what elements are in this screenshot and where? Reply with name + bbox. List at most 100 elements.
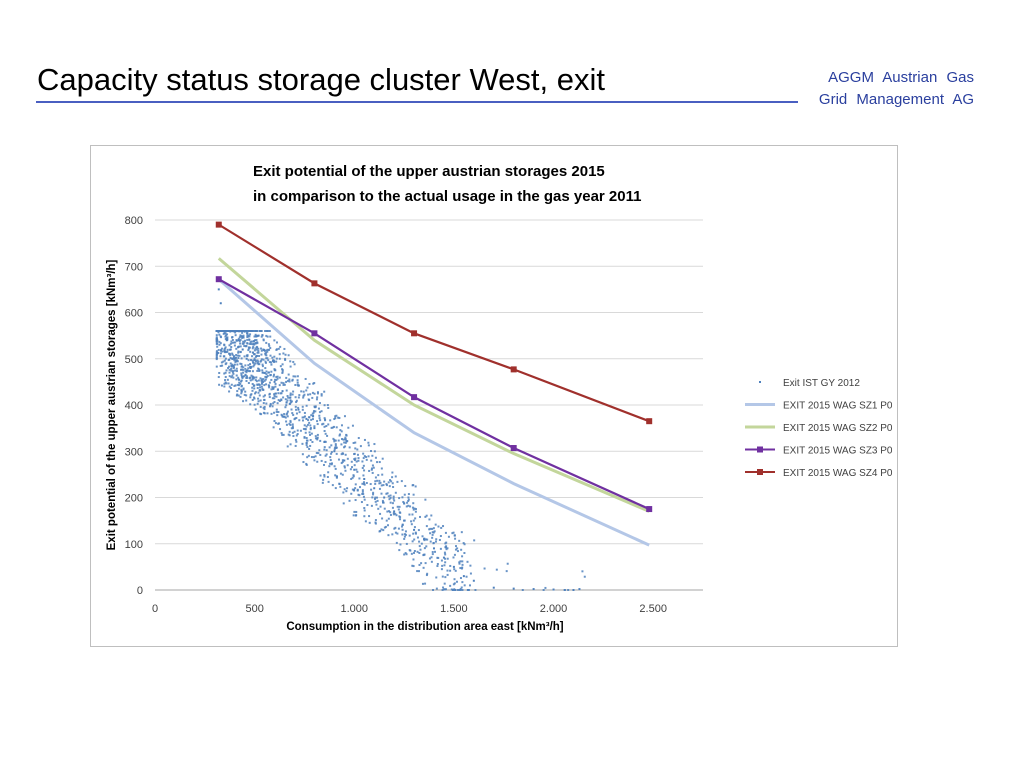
scatter-point [335,476,338,479]
scatter-point [239,342,242,345]
scatter-point [244,390,247,393]
scatter-point [303,415,306,418]
scatter-point [229,362,232,365]
scatter-point [370,467,373,470]
scatter-point [285,401,288,404]
scatter-point [334,444,337,447]
scatter-point [318,414,321,417]
scatter-point [357,459,360,462]
scatter-point [374,480,377,483]
scatter-point [309,433,312,436]
scatter-point [340,438,343,441]
scatter-point [341,460,344,463]
scatter-point [229,348,232,351]
scatter-point [249,403,252,406]
scatter-point [215,350,218,353]
scatter-point [260,330,263,332]
scatter-point [256,351,259,354]
scatter-point [232,356,235,359]
scatter-point [251,359,254,362]
scatter-point [246,355,249,358]
scatter-point [412,532,415,535]
scatter-point [345,440,348,443]
scatter-point [244,364,247,367]
scatter-point [243,330,246,332]
scatter-point [378,487,381,490]
scatter-point [290,427,293,430]
scatter-point [332,425,335,428]
scatter-point [250,374,253,377]
scatter-point [276,414,279,417]
scatter-point [388,498,391,501]
scatter-point [250,340,253,343]
scatter-point [291,431,294,434]
scatter-point [239,338,242,341]
scatter-point [260,358,263,361]
scatter-point [297,408,300,411]
scatter-point [399,511,402,514]
scatter-point [313,459,316,462]
scatter-point [290,400,293,403]
scatter-point [344,438,347,441]
scatter-point [301,419,304,422]
scatter-point [255,345,258,348]
scatter-point [265,376,268,379]
scatter-point [421,535,424,538]
scatter-point [251,347,254,350]
scatter-point [296,433,299,436]
scatter-point [256,402,259,405]
scatter-point [386,524,389,527]
scatter-point [401,496,404,499]
scatter-point [224,335,227,338]
scatter-point [378,479,381,482]
scatter-point [265,334,268,337]
scatter-point [431,536,434,539]
scatter-point [247,367,250,370]
scatter-point [239,395,242,398]
scatter-point [255,348,258,351]
scatter-point [454,537,457,540]
scatter-point [289,443,292,446]
scatter-point [269,373,272,376]
scatter-point [405,542,408,545]
scatter-point [385,484,388,487]
legend-marker [757,446,763,453]
scatter-point [295,399,298,402]
scatter-point [262,348,265,351]
scatter-point [323,417,326,420]
scatter-point [362,452,365,455]
scatter-point [361,460,364,463]
scatter-point [253,353,256,356]
scatter-point [461,589,464,591]
scatter-point [285,380,288,383]
scatter-point [313,382,316,385]
scatter-point [253,384,256,387]
scatter-point [401,528,404,531]
scatter-point [446,569,449,572]
company-name: AGGM Austrian Gas Grid Management AG [784,67,974,111]
scatter-point [306,386,309,389]
scatter-point [225,362,228,365]
scatter-point [444,553,447,556]
scatter-point [275,348,278,351]
scatter-point [276,377,279,380]
scatter-point [315,398,318,401]
scatter-point [231,363,234,366]
scatter-point [266,330,269,332]
scatter-point [285,413,288,416]
scatter-point [378,461,381,464]
scatter-point [314,455,317,458]
scatter-point [403,537,406,540]
scatter-point [309,424,312,427]
scatter-point [357,437,360,440]
scatter-point [340,424,343,427]
scatter-point [453,534,456,537]
scatter-point [252,396,255,399]
scatter-point [403,502,406,505]
scatter-point [245,376,248,379]
scatter-point [262,371,265,374]
series-markers [215,221,653,513]
scatter-point [343,459,346,462]
scatter-point [274,378,277,381]
scatter-points [215,288,586,591]
